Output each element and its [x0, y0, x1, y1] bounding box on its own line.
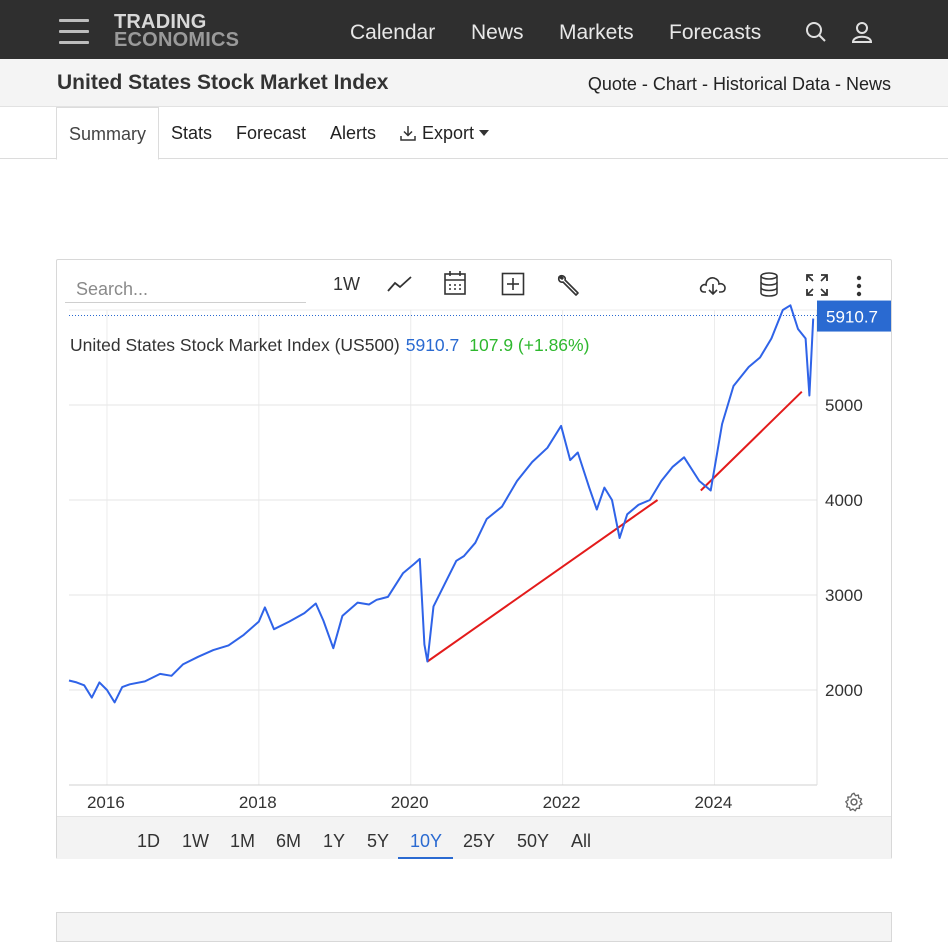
trendline [700, 390, 803, 492]
active-range-indicator [398, 857, 453, 859]
search-icon[interactable] [804, 20, 828, 44]
next-panel [56, 912, 892, 942]
range-1d[interactable]: 1D [137, 831, 161, 851]
axis-ticks: 2016 2018 2020 2022 2024 2000 3000 4000 5000 [87, 396, 863, 812]
nav-link-news[interactable]: News [471, 21, 524, 44]
separator: - [829, 74, 846, 94]
tab-alerts[interactable]: Alerts [330, 123, 377, 143]
chart-legend: United States Stock Market Index (US500)… [70, 335, 589, 355]
separator: - [636, 74, 653, 94]
link-historical-data[interactable]: Historical Data [712, 74, 830, 94]
separator: - [696, 74, 713, 94]
legend-series-name: United States Stock Market Index (US500) [70, 335, 400, 355]
y-tick-label: 5000 [825, 396, 863, 415]
more-vertical-icon[interactable] [855, 274, 863, 298]
download-cloud-icon[interactable] [699, 273, 727, 297]
chart-panel: 1W United States Stock Market Index (US5… [56, 259, 892, 859]
range-selector: 1D 1W 1M 6M 1Y 5Y 10Y 25Y 50Y All [57, 816, 891, 859]
frequency-button[interactable]: 1W [333, 274, 360, 294]
y-tick-label: 2000 [825, 681, 863, 700]
tab-export[interactable]: Export [399, 107, 490, 159]
chart-grid [69, 309, 818, 786]
download-icon [400, 126, 416, 141]
last-price-badge [817, 300, 891, 332]
nav-link-forecasts[interactable]: Forecasts [669, 21, 762, 44]
tab-stats[interactable]: Stats [171, 123, 213, 143]
database-icon[interactable] [759, 272, 779, 298]
page-title: United States Stock Market Index [57, 71, 389, 94]
line-chart-icon[interactable] [387, 274, 413, 294]
y-tick-label: 3000 [825, 586, 863, 605]
top-navbar: TRADING ECONOMICS Calendar News Markets … [0, 0, 948, 59]
link-chart[interactable]: Chart [652, 74, 697, 94]
fullscreen-icon[interactable] [805, 273, 829, 297]
x-tick-label: 2016 [87, 793, 125, 812]
wrench-icon[interactable] [557, 273, 581, 297]
series-line [68, 304, 815, 704]
link-quote[interactable]: Quote [587, 74, 637, 94]
legend-price: 5910.7 [406, 335, 460, 355]
compare-plus-icon[interactable] [501, 272, 525, 296]
tab-forecast[interactable]: Forecast [236, 123, 307, 143]
range-50y[interactable]: 50Y [517, 831, 550, 851]
trendline [426, 499, 659, 663]
range-6m[interactable]: 6M [276, 831, 302, 851]
nav-link-markets[interactable]: Markets [559, 21, 634, 44]
range-1w[interactable]: 1W [182, 831, 209, 851]
range-25y[interactable]: 25Y [463, 831, 496, 851]
x-tick-label: 2022 [543, 793, 581, 812]
range-1y[interactable]: 1Y [323, 831, 346, 851]
range-all[interactable]: All [571, 831, 592, 851]
menu-icon[interactable] [59, 19, 89, 44]
tab-summary[interactable]: Summary [56, 107, 160, 160]
logo-line1: TRADING [114, 11, 207, 33]
link-news[interactable]: News [845, 74, 891, 94]
y-tick-label: 4000 [825, 491, 863, 510]
range-1m[interactable]: 1M [230, 831, 256, 851]
range-5y[interactable]: 5Y [367, 831, 390, 851]
logo[interactable]: TRADING ECONOMICS [114, 11, 240, 51]
x-tick-label: 2024 [694, 793, 732, 812]
tab-export-label: Export [422, 123, 475, 143]
legend-change: 107.9 (+1.86%) [469, 335, 589, 355]
price-chart[interactable]: United States Stock Market Index (US500)… [57, 260, 891, 816]
user-icon[interactable] [850, 20, 874, 44]
last-price-text: 5910.7 [826, 308, 878, 327]
chart-settings-icon[interactable] [845, 792, 863, 812]
last-price-label: 5910.7 [817, 300, 891, 332]
caret-down-icon [479, 130, 490, 136]
chart-search-input[interactable] [65, 277, 306, 303]
x-tick-label: 2018 [239, 793, 277, 812]
calendar-icon[interactable] [443, 270, 467, 296]
header-quicklinks: Quote - Chart - Historical Data - News [588, 74, 891, 95]
range-10y[interactable]: 10Y [410, 831, 443, 851]
nav-link-calendar[interactable]: Calendar [350, 21, 436, 44]
logo-line2: ECONOMICS [114, 29, 240, 51]
tabs-bar: Summary Stats Forecast Alerts Export [0, 107, 948, 160]
page-header: United States Stock Market Index Quote -… [0, 59, 948, 107]
x-tick-label: 2020 [391, 793, 429, 812]
trendlines [426, 390, 803, 663]
